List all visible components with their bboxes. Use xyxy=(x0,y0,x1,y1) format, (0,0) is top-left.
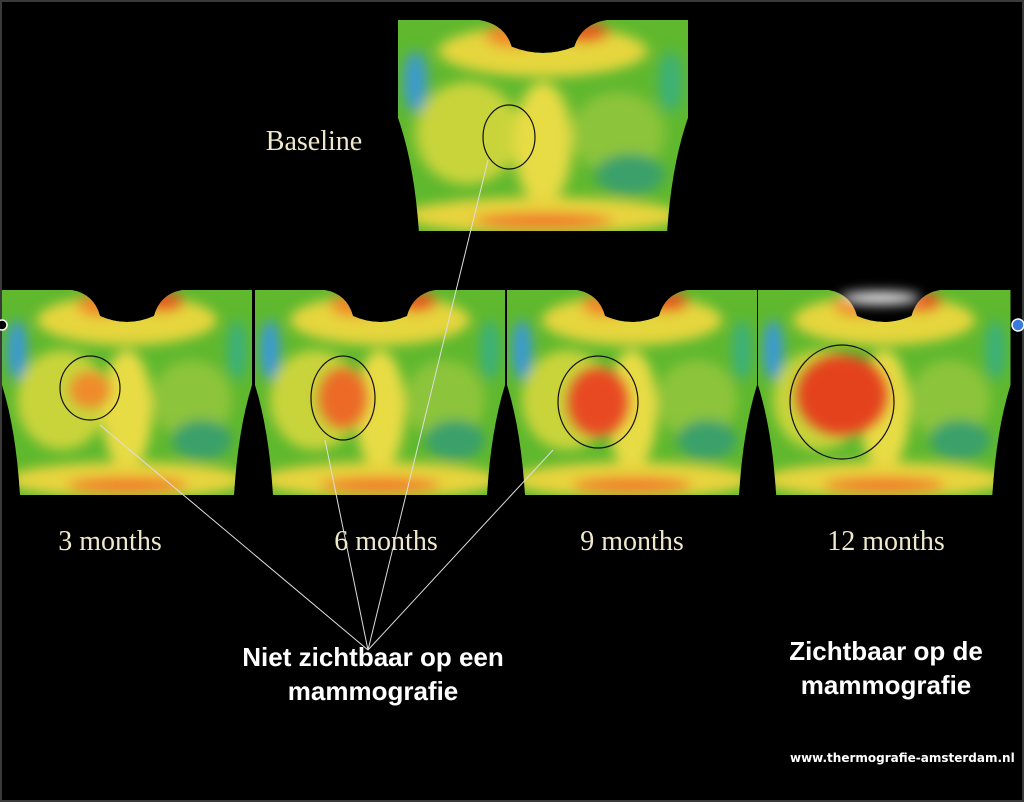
circles xyxy=(59,104,895,460)
caption-left: Niet zichtbaar op een mammografie xyxy=(242,642,504,706)
handle xyxy=(0,319,8,331)
timepoint-label: 9 months xyxy=(580,526,683,557)
timepoint-label: 6 months xyxy=(334,526,437,557)
thermogram-baseline xyxy=(398,20,688,234)
timepoint-label: 12 months xyxy=(827,526,944,557)
thermogram-3m xyxy=(2,290,252,498)
timepoint-label: 3 months xyxy=(58,526,161,557)
caption-right: Zichtbaar op de mammografie xyxy=(789,636,983,700)
website: www.thermografie-amsterdam.nl xyxy=(790,751,1015,765)
hotspots xyxy=(70,292,920,436)
handle xyxy=(1011,318,1024,332)
thermogram-6m xyxy=(255,290,505,498)
baseline-label: Baseline xyxy=(266,126,362,157)
thermogram-9m xyxy=(507,290,757,498)
pointer-lines xyxy=(99,159,554,651)
